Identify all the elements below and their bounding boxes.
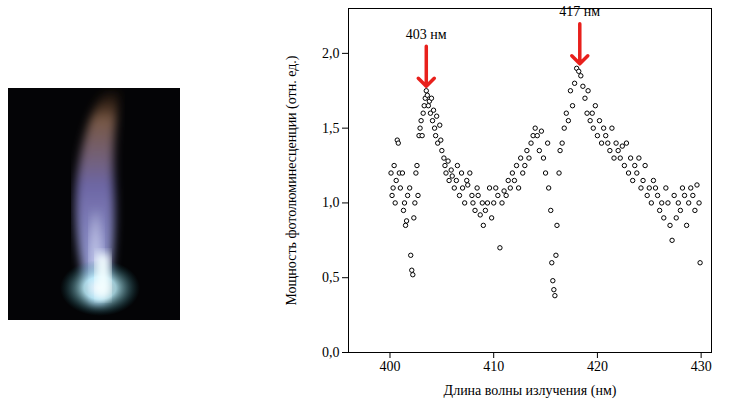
- svg-text:420: 420: [587, 359, 608, 374]
- svg-text:417 нм: 417 нм: [559, 4, 600, 19]
- svg-text:430: 430: [691, 359, 712, 374]
- svg-text:1,5: 1,5: [322, 121, 340, 136]
- svg-text:400: 400: [379, 359, 400, 374]
- svg-text:403 нм: 403 нм: [406, 27, 447, 42]
- svg-text:Мощность фотолюминесценции (от: Мощность фотолюминесценции (отн. ед.): [284, 55, 300, 305]
- svg-text:1,0: 1,0: [322, 195, 340, 210]
- svg-text:0,5: 0,5: [322, 270, 340, 285]
- svg-text:0,0: 0,0: [322, 345, 340, 360]
- svg-text:410: 410: [483, 359, 504, 374]
- svg-text:2,0: 2,0: [322, 46, 340, 61]
- svg-text:Длина волны излучения (нм): Длина волны излучения (нм): [444, 383, 617, 399]
